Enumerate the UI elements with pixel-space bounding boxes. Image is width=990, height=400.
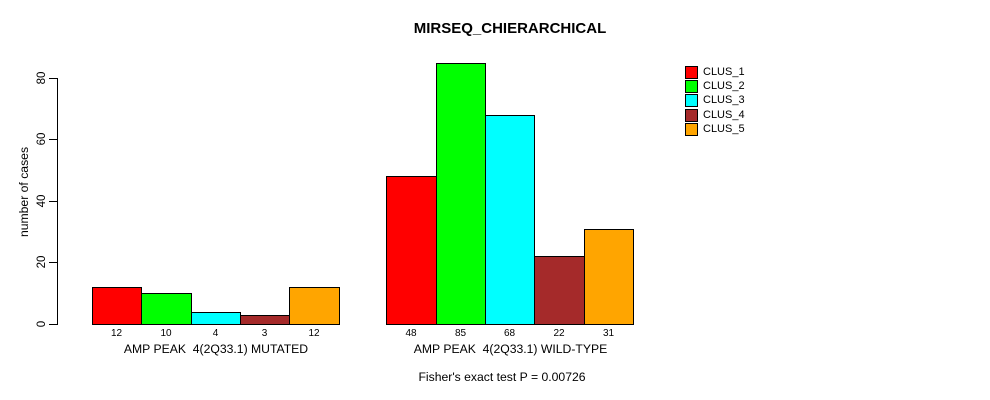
bar-clus_2-group2 (436, 63, 486, 325)
y-axis-tick (49, 201, 57, 202)
y-axis-tick-label: 40 (36, 194, 48, 208)
bar-clus_1-group1 (92, 287, 142, 325)
bar-value-label: 10 (160, 328, 172, 339)
legend-label-clus_3: CLUS_3 (703, 94, 745, 106)
y-axis-tick (49, 139, 57, 140)
bar-clus_5-group1 (289, 287, 340, 325)
legend-swatch-clus_3 (685, 94, 698, 107)
legend-label-clus_1: CLUS_1 (703, 66, 745, 78)
legend-label-clus_2: CLUS_2 (703, 80, 745, 92)
legend-swatch-clus_1 (685, 66, 698, 79)
y-axis-tick-label: 0 (36, 320, 48, 328)
legend-label-clus_4: CLUS_4 (703, 109, 745, 121)
bar-clus_4-group1 (240, 315, 290, 325)
bar-value-label: 3 (261, 328, 268, 339)
legend-label-clus_5: CLUS_5 (703, 123, 745, 135)
y-axis-label: number of cases (17, 146, 31, 238)
bar-clus_3-group1 (191, 312, 241, 325)
legend-swatch-clus_2 (685, 80, 698, 93)
bar-clus_4-group2 (534, 256, 585, 325)
y-axis-line (57, 78, 58, 325)
y-axis-tick (49, 78, 57, 79)
bar-value-label: 4 (212, 328, 219, 339)
x-category-label-mutated: AMP PEAK 4(2Q33.1) MUTATED (123, 342, 309, 356)
bar-clus_3-group2 (485, 115, 535, 325)
bar-value-label: 68 (503, 328, 516, 339)
y-axis-tick-label: 20 (36, 255, 48, 269)
bar-clus_2-group1 (141, 293, 192, 325)
y-axis-tick (49, 262, 57, 263)
fisher-test-annotation: Fisher's exact test P = 0.00726 (418, 370, 586, 384)
legend-swatch-clus_5 (685, 123, 698, 136)
bar-value-label: 12 (110, 328, 123, 339)
legend-swatch-clus_4 (685, 109, 698, 122)
bar-value-label: 48 (405, 328, 417, 339)
y-axis-tick-label: 60 (36, 132, 48, 146)
bar-value-label: 31 (602, 328, 615, 339)
y-axis-tick (49, 324, 57, 325)
bar-value-label: 12 (308, 328, 320, 339)
bar-value-label: 85 (454, 328, 467, 339)
y-axis-tick-label: 80 (36, 71, 48, 85)
chart-title: MIRSEQ_CHIERARCHICAL (413, 20, 607, 37)
bar-value-label: 22 (553, 328, 565, 339)
bar-clus_1-group2 (386, 176, 437, 325)
bar-clus_5-group2 (584, 229, 634, 325)
x-category-label-wild-type: AMP PEAK 4(2Q33.1) WILD-TYPE (413, 342, 608, 356)
